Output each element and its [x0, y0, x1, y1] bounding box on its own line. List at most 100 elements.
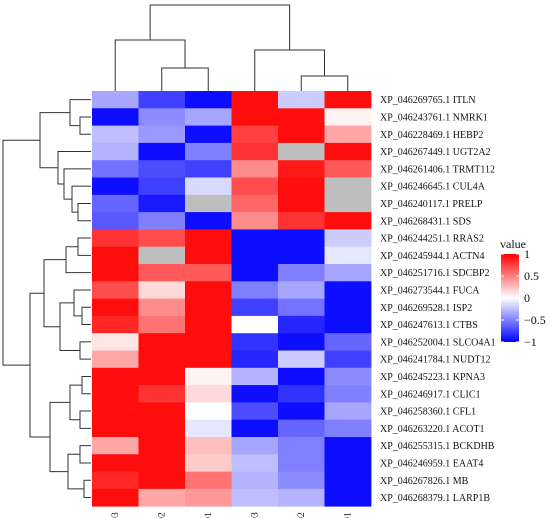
heatmap-cell [278, 333, 325, 351]
heatmap-cell [92, 194, 139, 213]
heatmap-cell [138, 471, 186, 490]
heatmap-cell [231, 264, 279, 282]
heatmap-cell [92, 315, 139, 334]
column-dendrogram-link [254, 49, 325, 91]
row-label: XP_046245944.1 ACTN4 [380, 251, 484, 262]
heatmap-cell [185, 142, 232, 161]
heatmap-cell [278, 125, 325, 144]
heatmap-cell [324, 437, 372, 455]
column-dendrogram [114, 4, 349, 91]
heatmap-cell [185, 177, 232, 196]
column-dendrogram-link [149, 4, 291, 50]
heatmap-cell [324, 91, 372, 109]
heatmap-cell [185, 246, 232, 265]
heatmap-cell [231, 350, 279, 369]
heatmap-cell [138, 160, 186, 178]
heatmap-cell [324, 160, 372, 178]
heatmap-cell [185, 402, 232, 421]
heatmap-cell [278, 91, 325, 109]
heatmap-cell [324, 298, 372, 317]
column-label: FO1 [204, 512, 214, 518]
row-dendrogram-link [79, 445, 91, 464]
heatmap-cell [278, 194, 325, 213]
heatmap-cell [138, 108, 186, 126]
heatmap-cell [138, 281, 186, 299]
heatmap-cell [92, 402, 139, 421]
heatmap-cell [92, 437, 139, 455]
row-dendrogram-link [71, 185, 91, 213]
row-label: XP_046245223.1 KPNA3 [380, 372, 485, 383]
heatmap-cell [278, 160, 325, 178]
heatmap-cell [138, 488, 186, 507]
row-dendrogram-link [29, 292, 50, 438]
row-dendrogram-link [77, 202, 91, 222]
column-label: FO2 [158, 512, 168, 518]
row-label: XP_046247613.1 CTBS [380, 320, 478, 331]
heatmap-cell [92, 471, 139, 490]
row-dendrogram-link [79, 341, 91, 360]
heatmap-cell [138, 142, 186, 161]
heatmap-cell [324, 402, 372, 421]
heatmap-cell [324, 246, 372, 265]
row-label: XP_046243761.1 NMRK1 [380, 112, 488, 123]
heatmap-cell [138, 246, 186, 265]
heatmap-cell [324, 350, 372, 369]
row-label: XP_046268379.1 LARP1B [380, 493, 490, 504]
row-label: XP_046269528.1 ISP2 [380, 303, 472, 314]
heatmap-cell [324, 488, 372, 507]
heatmap-cell [185, 108, 232, 126]
heatmap-cell [92, 142, 139, 161]
heatmap-cell [278, 385, 325, 403]
column-label: SO2 [297, 512, 307, 518]
heatmap-cell [185, 454, 232, 472]
row-dendrogram-link [59, 302, 80, 351]
legend-color-bar [501, 254, 519, 342]
heatmap-cell [324, 471, 372, 490]
heatmap-cell [92, 350, 139, 369]
heatmap-cell [278, 212, 325, 230]
column-dendrogram-link [300, 75, 349, 91]
row-dendrogram-link [49, 401, 70, 473]
heatmap-cell [324, 315, 372, 334]
heatmap-cell [231, 333, 279, 351]
heatmap-cell [231, 229, 279, 248]
legend-tick-label: −0.5 [524, 313, 546, 327]
legend-tick-label: 0.5 [524, 269, 539, 283]
heatmap-cell [185, 212, 232, 230]
heatmap-cell [185, 298, 232, 317]
heatmap-cell [138, 333, 186, 351]
heatmap-cell [185, 437, 232, 455]
heatmap-cell [185, 350, 232, 369]
heatmap-cell [231, 212, 279, 230]
row-label: XP_046258360.1 CFL1 [380, 407, 476, 418]
heatmap-cell [324, 108, 372, 126]
heatmap-cell [92, 281, 139, 299]
heatmap-cell [278, 454, 325, 472]
row-label: XP_046241784.1 NUDT12 [380, 355, 491, 366]
heatmap-cell [92, 419, 139, 438]
heatmap-cell [185, 281, 232, 299]
row-dendrogram-link [81, 375, 91, 395]
heatmap-cell [278, 471, 325, 490]
heatmap-cell [138, 350, 186, 369]
row-dendrogram-link [77, 237, 91, 256]
heatmap-cell [185, 264, 232, 282]
row-dendrogram-link [79, 410, 91, 429]
heatmap-cell [231, 471, 279, 490]
row-label: XP_046246959.1 EAAT4 [380, 458, 483, 469]
heatmap-cell [231, 142, 279, 161]
heatmap-cell [231, 488, 279, 507]
heatmap-cell [138, 264, 186, 282]
row-label: XP_046252004.1 SLCO4A1 [380, 337, 496, 348]
heatmap-cell [138, 454, 186, 472]
color-legend: value 1 0.5 0 −0.5 −1 [500, 237, 546, 349]
heatmap-cell [231, 246, 279, 265]
heatmap-cell [92, 264, 139, 282]
heatmap-cell [92, 488, 139, 507]
column-label: SO3 [251, 512, 261, 518]
heatmap-cell [231, 125, 279, 144]
heatmap-cell [231, 298, 279, 317]
heatmap-cell [92, 298, 139, 317]
heatmap-cell [278, 367, 325, 386]
heatmap-cells [92, 91, 372, 507]
